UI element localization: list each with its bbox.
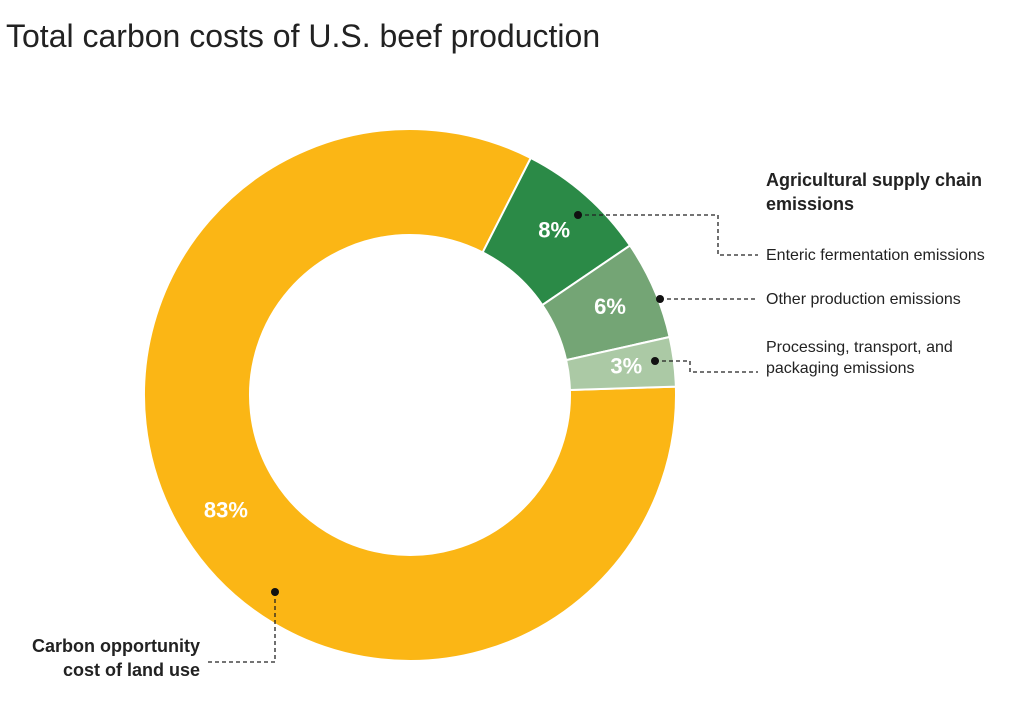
category-label: Carbon opportunity cost of land use: [32, 636, 200, 680]
leader-dot: [574, 211, 582, 219]
category-label: Enteric fermentation emissions: [766, 247, 985, 264]
category-label: Other production emissions: [766, 291, 961, 308]
leader-dot: [656, 295, 664, 303]
leader-line: [208, 592, 276, 663]
value-label: 6%: [594, 294, 626, 319]
value-label: 83%: [204, 498, 248, 523]
leader-line: [655, 360, 758, 373]
category-label: Processing, transport, and packaging emi…: [766, 339, 953, 377]
leader-line: [578, 214, 758, 256]
slice: [143, 128, 677, 662]
value-label: 8%: [538, 217, 570, 242]
leader-dot: [651, 357, 659, 365]
leader-dot: [271, 588, 279, 596]
value-label: 3%: [610, 353, 642, 378]
group-label: Agricultural supply chain emissions: [766, 170, 983, 214]
slice: [564, 335, 677, 392]
chart-title: Total carbon costs of U.S. beef producti…: [6, 18, 601, 54]
